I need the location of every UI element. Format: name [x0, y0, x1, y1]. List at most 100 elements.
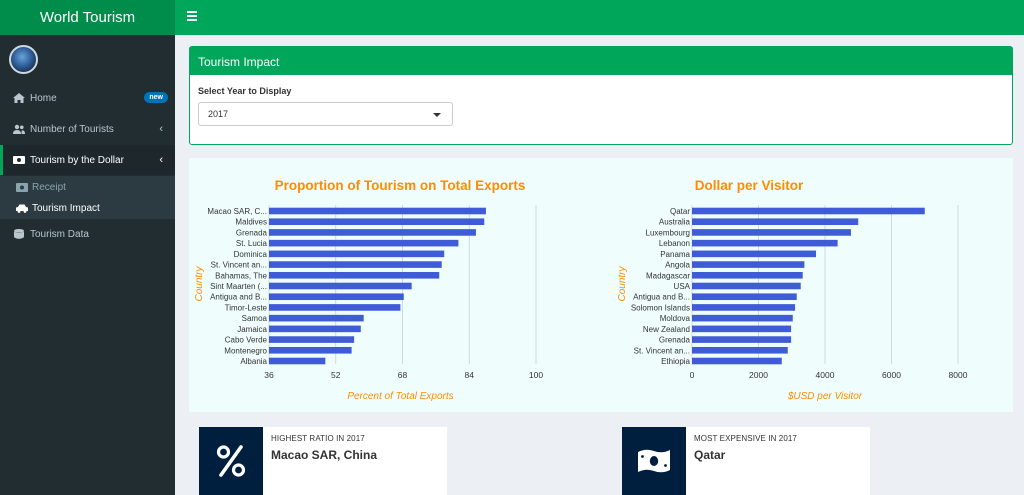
- info-box-label: HIGHEST RATIO IN 2017: [271, 434, 365, 443]
- bar: [692, 325, 792, 333]
- percent-icon: [199, 427, 263, 495]
- bar: [269, 304, 401, 311]
- y-tick-label: St. Vincent an...: [211, 261, 267, 270]
- x-axis-label: $USD per Visitor: [787, 391, 863, 402]
- bar: [269, 293, 404, 301]
- submenu-item-label: Tourism Impact: [32, 203, 100, 214]
- caret-down-icon: [433, 113, 441, 117]
- y-tick-label: Solomon Islands: [631, 303, 690, 312]
- charts-svg: Proportion of Tourism on Total Exports 36…: [194, 178, 968, 402]
- money-bill-icon: [622, 427, 686, 495]
- tourism-impact-panel: Tourism Impact Select Year to Display 20…: [189, 46, 1013, 145]
- y-tick-label: Antigua and B...: [633, 293, 690, 302]
- y-tick-label: St. Vincent an...: [634, 346, 690, 355]
- y-tick-label: Luxembourg: [646, 228, 690, 237]
- y-tick-label: Angola: [665, 261, 690, 270]
- bar: [692, 250, 817, 258]
- x-axis-label: Percent of Total Exports: [347, 391, 453, 402]
- x-tick-label: 52: [331, 370, 341, 380]
- bar: [269, 229, 476, 236]
- x-tick-label: 6000: [882, 370, 901, 380]
- app-logo[interactable]: World Tourism: [0, 0, 175, 35]
- submenu: Receipt Tourism Impact: [0, 176, 175, 219]
- bar: [692, 239, 838, 247]
- sidebar-item-home[interactable]: Home new: [0, 83, 175, 113]
- bar: [692, 218, 859, 226]
- sidebar: Home new Number of Tourists ‹ Tourism by…: [0, 35, 175, 495]
- y-tick-label: Macao SAR, C...: [207, 207, 267, 216]
- info-box-label: MOST EXPENSIVE IN 2017: [694, 434, 797, 443]
- y-tick-label: New Zealand: [643, 325, 690, 334]
- y-tick-label: Grenada: [659, 336, 691, 345]
- y-tick-label: Maldives: [235, 218, 267, 227]
- database-icon: [14, 229, 24, 239]
- new-badge: new: [144, 92, 168, 103]
- x-tick-label: 36: [264, 370, 274, 380]
- top-navbar: [175, 0, 1024, 35]
- users-icon: [13, 124, 25, 134]
- x-tick-label: 8000: [949, 370, 968, 380]
- y-tick-label: Samoa: [242, 314, 268, 323]
- info-box-value: Macao SAR, China: [271, 448, 378, 462]
- y-tick-label: Moldova: [660, 314, 691, 323]
- y-tick-label: Antigua and B...: [210, 293, 267, 302]
- bar: [269, 336, 355, 343]
- money-bill-icon: [13, 156, 25, 164]
- submenu-item-label: Receipt: [32, 182, 66, 193]
- avatar: [9, 45, 38, 74]
- sidebar-item-label: Tourism Data: [30, 228, 89, 240]
- y-tick-label: Australia: [659, 218, 691, 227]
- sidebar-item-label: Number of Tourists: [30, 123, 114, 135]
- bar: [692, 304, 796, 311]
- bar: [269, 357, 326, 365]
- y-tick-label: Ethiopia: [661, 357, 690, 366]
- y-tick-label: Madagascar: [646, 271, 690, 280]
- y-tick-label: Albania: [240, 357, 267, 366]
- y-tick-label: Lebanon: [659, 239, 690, 248]
- bar: [692, 282, 801, 290]
- bar: [269, 271, 440, 279]
- bar: [692, 229, 851, 236]
- sidebar-item-label: Tourism by the Dollar: [30, 154, 124, 166]
- y-tick-label: Sint Maarten (...: [210, 282, 267, 291]
- y-tick-label: Dominica: [234, 250, 268, 259]
- info-box-most-expensive: MOST EXPENSIVE IN 2017 Qatar: [622, 427, 870, 495]
- y-tick-label: Jamaica: [237, 325, 267, 334]
- charts-area: Proportion of Tourism on Total Exports 36…: [189, 158, 1013, 412]
- y-tick-label: St. Lucia: [236, 239, 268, 248]
- bar: [269, 239, 459, 247]
- bar: [692, 293, 797, 301]
- y-tick-label: Timor-Leste: [225, 303, 268, 312]
- y-axis-label: Country: [194, 265, 205, 301]
- sidebar-item-label: Home: [30, 92, 57, 104]
- chevron-down-icon: ‹: [159, 154, 163, 166]
- chevron-left-icon: ‹: [159, 123, 163, 135]
- y-tick-label: USA: [674, 282, 691, 291]
- sidebar-item-number-of-tourists[interactable]: Number of Tourists ‹: [0, 114, 175, 144]
- bar: [269, 261, 442, 268]
- money-bill-icon: [16, 183, 28, 192]
- y-tick-label: Cabo Verde: [225, 336, 268, 345]
- bar: [692, 336, 792, 343]
- sidebar-item-tourism-by-the-dollar[interactable]: Tourism by the Dollar ‹: [0, 145, 175, 175]
- submenu-item-tourism-impact[interactable]: Tourism Impact: [16, 203, 100, 214]
- bar: [269, 218, 485, 226]
- y-axis-label: Country: [617, 265, 628, 301]
- bar: [269, 207, 486, 215]
- sidebar-toggle-icon[interactable]: [187, 11, 197, 21]
- submenu-item-receipt[interactable]: Receipt: [16, 182, 66, 193]
- year-select[interactable]: 2017: [198, 102, 453, 126]
- x-tick-label: 84: [465, 370, 475, 380]
- bar: [269, 282, 412, 290]
- x-tick-label: 2000: [749, 370, 768, 380]
- x-tick-label: 100: [529, 370, 543, 380]
- bar: [692, 357, 782, 365]
- bar: [269, 346, 352, 354]
- x-tick-label: 68: [398, 370, 408, 380]
- y-tick-label: Grenada: [236, 228, 268, 237]
- sidebar-item-tourism-data[interactable]: Tourism Data: [0, 219, 175, 249]
- y-tick-label: Bahamas, The: [215, 271, 267, 280]
- car-icon: [16, 204, 28, 213]
- bar: [269, 325, 361, 333]
- y-tick-label: Qatar: [670, 207, 690, 216]
